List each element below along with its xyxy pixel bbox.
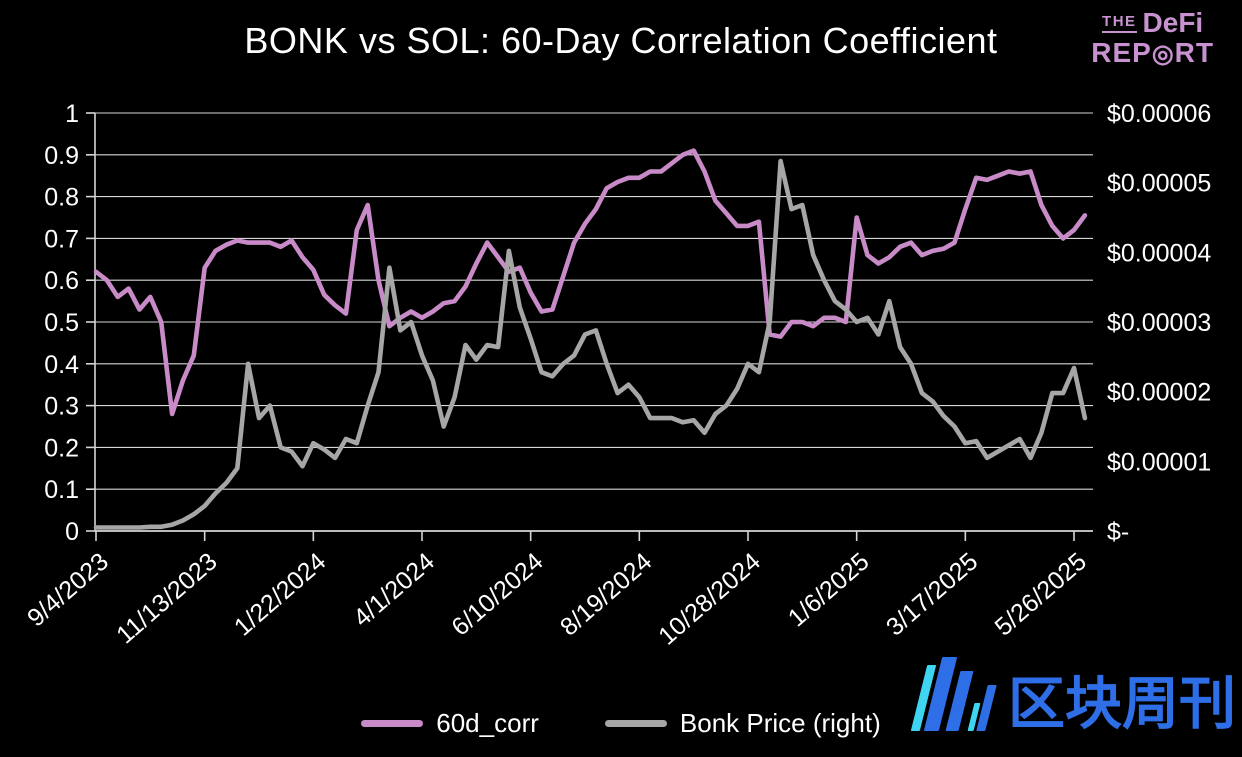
- x-axis-label: 4/1/2024: [348, 547, 440, 632]
- chart-legend: 60d_corr Bonk Price (right): [0, 708, 1242, 739]
- logo-report-pre: REP: [1091, 37, 1152, 69]
- left-axis-label: 0.6: [44, 267, 79, 295]
- logo-report-post: RT: [1174, 37, 1214, 69]
- legend-swatch-bonk-price: [604, 720, 667, 727]
- x-axis-label: 11/13/2023: [111, 547, 222, 649]
- right-axis: $0.00006 $0.00005 $0.00004 $0.00003 $0.00002…: [1107, 100, 1211, 546]
- corr-line: [93, 148, 1088, 417]
- price-line: [93, 158, 1088, 530]
- right-axis-label: $0.00003: [1107, 309, 1211, 337]
- left-axis-label: 0.7: [44, 225, 79, 253]
- x-axis-label: 1/6/2025: [783, 547, 875, 632]
- gridlines: [95, 112, 1093, 532]
- logo-report-text: REP◎RT: [1091, 38, 1214, 67]
- left-axis-label: 0.1: [44, 476, 79, 504]
- blockweekly-logo-icon: [910, 657, 997, 731]
- right-axis-label: $-: [1107, 518, 1129, 546]
- left-axis-label: 0.8: [44, 184, 79, 212]
- watermark-bar-5: [976, 685, 997, 731]
- logo-line-1: THE DeFi: [1091, 8, 1214, 37]
- blockweekly-watermark: 区块周刊: [910, 657, 1236, 737]
- x-axis-label: 10/28/2024: [653, 547, 766, 650]
- right-axis-label: $0.00002: [1107, 379, 1211, 407]
- left-axis-label: 1: [65, 100, 79, 128]
- x-axis-label: 3/17/2025: [881, 547, 983, 641]
- legend-swatch-60d-corr: [361, 720, 424, 727]
- right-axis-label: $0.00006: [1107, 100, 1211, 128]
- right-axis-label: $0.00001: [1107, 448, 1211, 476]
- left-axis-label: 0.9: [44, 142, 79, 170]
- legend-item-bonk-price: Bonk Price (right): [604, 708, 881, 739]
- legend-label-60d-corr: 60d_corr: [436, 708, 539, 738]
- x-axis-label: 9/4/2023: [22, 547, 114, 632]
- x-axis-label: 5/26/2025: [990, 547, 1092, 641]
- left-axis-label: 0.3: [44, 393, 79, 421]
- x-axis-label: 1/22/2024: [229, 547, 331, 641]
- legend-item-60d-corr: 60d_corr: [361, 708, 539, 739]
- left-axis-label: 0.4: [44, 351, 79, 379]
- left-axis-label: 0: [65, 518, 79, 546]
- defi-report-logo: THE DeFi REP◎RT: [1091, 8, 1214, 68]
- right-axis-label: $0.00005: [1107, 170, 1211, 198]
- logo-defi-text: DeFi: [1142, 7, 1204, 38]
- left-axis: 1 0.9 0.8 0.7 0.6 0.5 0.4 0.3 0.2 0.1 0: [44, 100, 96, 546]
- blockweekly-logo-text: 区块周刊: [1008, 670, 1236, 737]
- left-axis-label: 0.5: [44, 309, 79, 337]
- legend-label-bonk-price: Bonk Price (right): [679, 708, 881, 738]
- bullseye-icon: ◎: [1151, 40, 1175, 69]
- x-axis-label: 8/19/2024: [555, 547, 657, 641]
- left-axis-label: 0.2: [44, 434, 79, 462]
- right-axis-label: $0.00004: [1107, 239, 1211, 267]
- chart-title: BONK vs SOL: 60-Day Correlation Coeffici…: [244, 20, 998, 61]
- logo-the-text: THE: [1102, 13, 1137, 34]
- x-axis-label: 6/10/2024: [446, 547, 548, 641]
